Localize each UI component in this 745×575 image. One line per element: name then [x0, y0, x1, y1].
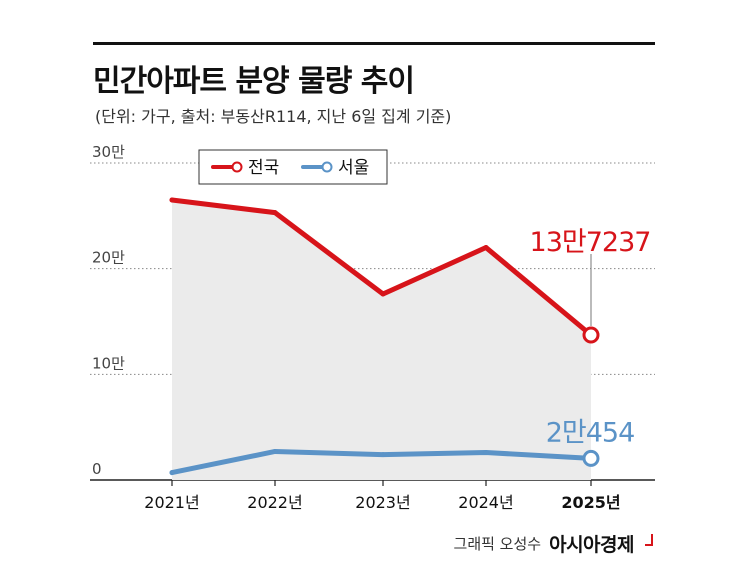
data-point-seoul: [582, 449, 600, 467]
y-tick-label: 10만: [92, 354, 125, 372]
data-point-national: [582, 326, 600, 344]
legend: 전국 서울: [198, 149, 388, 185]
graphic-credit: 그래픽 오성수: [453, 535, 542, 553]
x-tick-label: 2021년: [144, 493, 199, 512]
legend-marker-seoul: [321, 161, 333, 173]
data-point-national: [483, 245, 489, 251]
data-label-national: 13만7237: [530, 227, 651, 258]
credit: 그래픽 오성수 아시아경제: [454, 530, 653, 557]
series-layer: [169, 197, 600, 476]
y-axis-ticks: 0 10만 20만 30만: [92, 143, 125, 478]
x-tick-label: 2024년: [458, 493, 513, 512]
chart-subtitle: (단위: 가구, 출처: 부동산R114, 지난 6일 집계 기준): [95, 107, 452, 126]
top-rule: [93, 42, 655, 45]
x-tick-label: 2022년: [247, 493, 302, 512]
y-tick-label: 30만: [92, 143, 125, 161]
data-point-national: [380, 291, 386, 297]
page-title: 민간아파트 분양 물량 추이: [93, 64, 415, 99]
area-layer: [172, 199, 591, 480]
x-tick-label: 2023년: [355, 493, 410, 512]
x-tick-label: 2025년: [561, 493, 620, 512]
national-area-fill: [172, 199, 591, 480]
y-tick-label: 0: [92, 460, 102, 478]
data-point-seoul: [380, 452, 386, 458]
legend-marker-national: [231, 161, 243, 173]
data-point-national: [272, 210, 278, 216]
y-tick-label: 20만: [92, 249, 125, 267]
data-point-seoul: [169, 470, 175, 476]
x-axis-ticks: 2021년 2022년 2023년 2024년 2025년: [144, 480, 621, 512]
legend-label-national: 전국: [248, 158, 279, 178]
data-label-seoul: 2만454: [546, 417, 635, 448]
data-labels: 13만7237 2만454: [530, 227, 652, 448]
data-point-seoul: [272, 448, 278, 454]
data-point-seoul: [483, 450, 489, 456]
brand-logo: 아시아경제: [549, 534, 634, 556]
data-point-national: [169, 197, 175, 203]
legend-label-seoul: 서울: [338, 158, 369, 178]
brand-mark-icon: [645, 533, 653, 546]
